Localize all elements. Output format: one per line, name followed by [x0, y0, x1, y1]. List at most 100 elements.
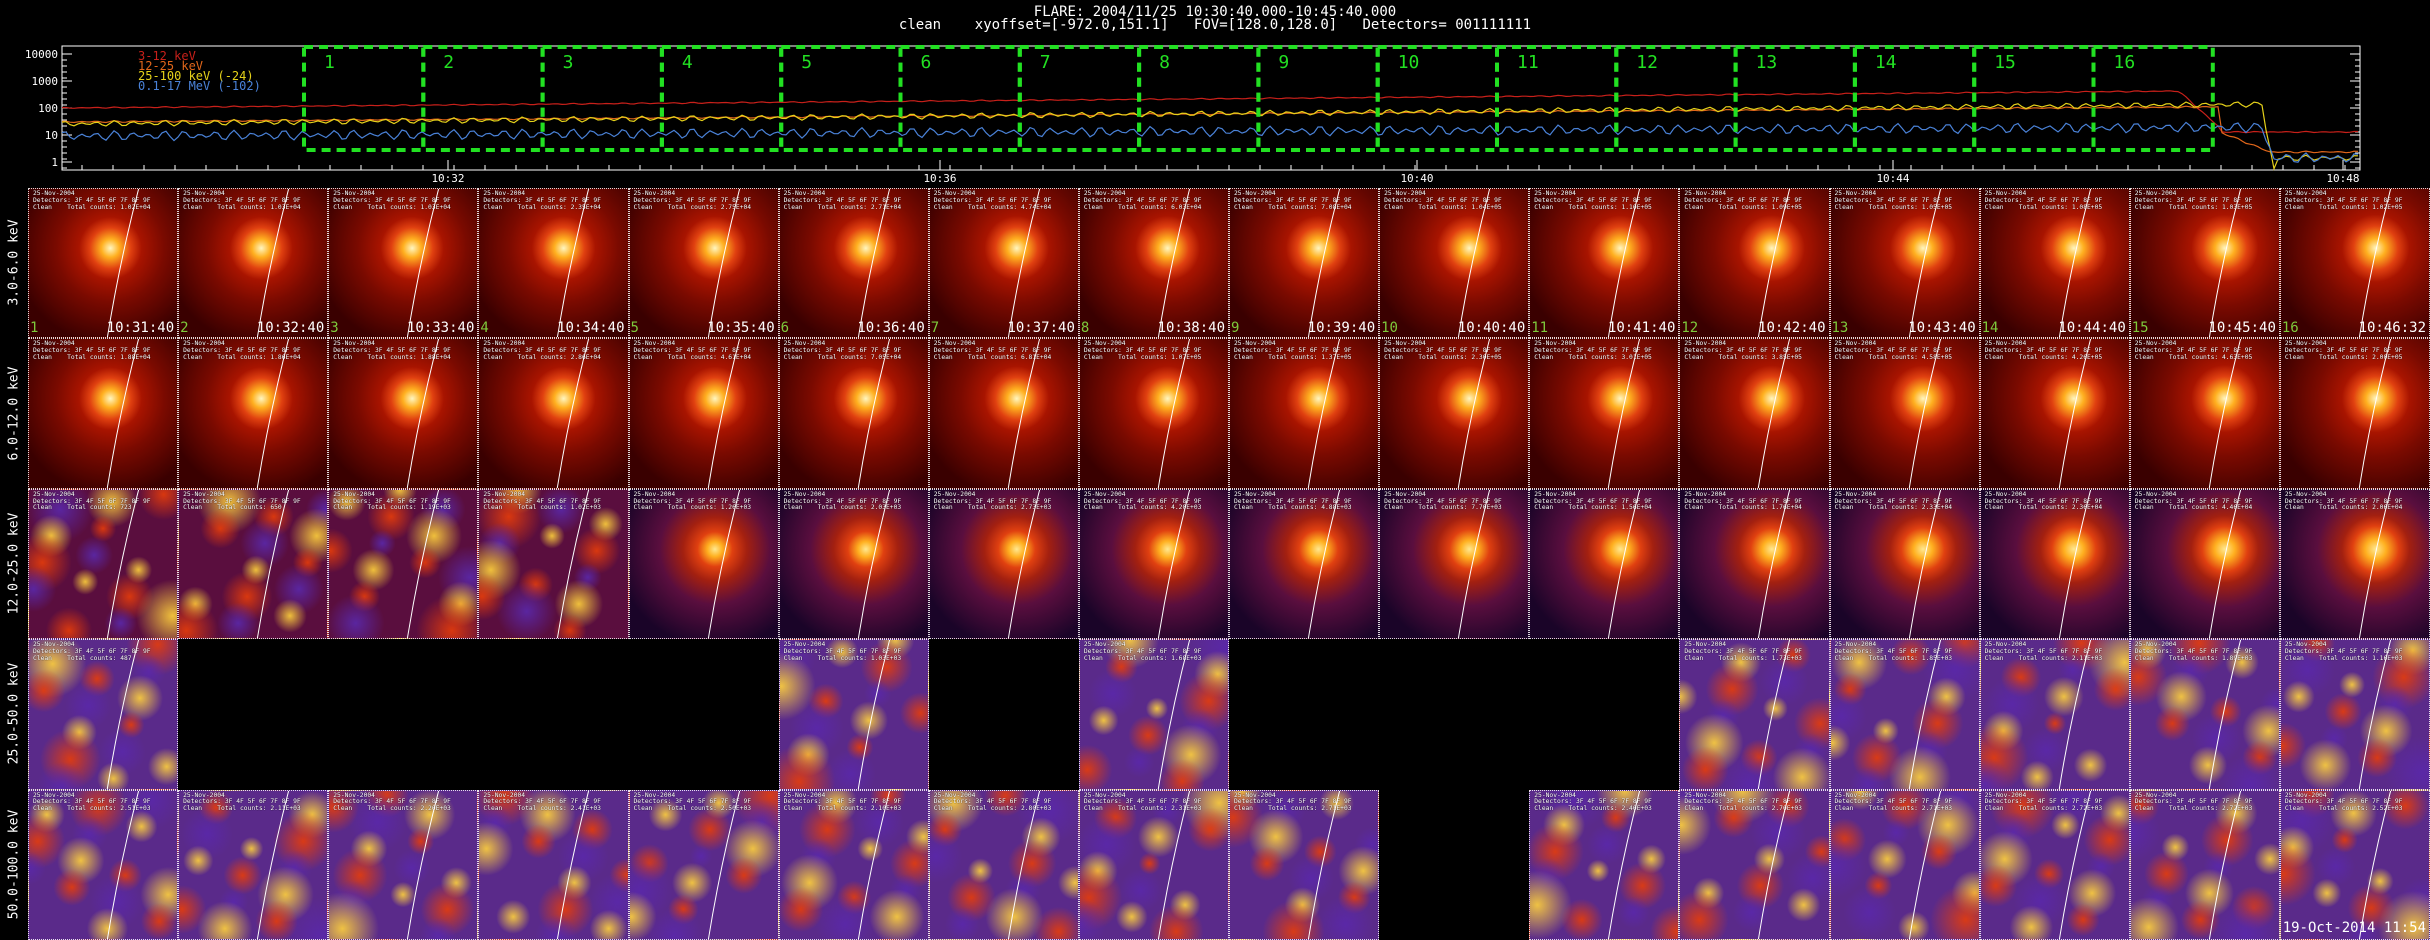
solar-limb: [1758, 640, 1791, 789]
image-title-date: 25-Nov-2004: [933, 791, 976, 799]
hxr-image-cell: 25-Nov-2004 Detectors: 3F 4F 5F 6F 7F 8F …: [328, 488, 479, 640]
solar-limb: [707, 489, 740, 639]
image-title-total: Clean Total counts:: [933, 353, 1018, 361]
image-title-date: 25-Nov-2004: [483, 190, 526, 197]
limb-curve: [2358, 489, 2391, 639]
limb-curve: [707, 189, 740, 338]
limb-curve: [1758, 640, 1791, 789]
solar-limb: [857, 640, 890, 789]
image-title-date: 25-Nov-2004: [333, 190, 375, 197]
image-title: 25-Nov-2004 Detectors: 3F 4F 5F 6F 7F 8F …: [183, 491, 301, 512]
imaging-parameters: clean xyoffset=[-972.0,151.1] FOV=[128.0…: [898, 17, 1532, 33]
image-title: 25-Nov-2004 Detectors: 3F 4F 5F 6F 7F 8F …: [1834, 340, 1953, 361]
interval-label: 6: [921, 52, 932, 73]
image-title: 25-Nov-2004 Detectors: 3F 4F 5F 6F 7F 8F …: [1234, 340, 1352, 361]
hxr-image-cell: 25-Nov-2004 Detectors: 3F 4F 5F 6F 7F 8F …: [2129, 789, 2280, 940]
image-title: 25-Nov-2004 Detectors: 3F 4F 5F 6F 7F 8F …: [783, 491, 902, 512]
hxr-image-cell: 25-Nov-2004 Detectors: 3F 4F 5F 6F 7F 8F …: [1529, 188, 1680, 339]
limb-curve: [1458, 489, 1491, 639]
solar-limb: [1608, 489, 1641, 639]
image-title-total: Clean Total counts:: [2284, 654, 2369, 662]
image-title-total: Clean Total counts:: [483, 805, 567, 813]
solar-limb: [1908, 790, 1941, 939]
solar-limb: [1908, 189, 1941, 338]
hxr-image-cell: 25-Nov-2004 Detectors: 3F 4F 5F 6F 7F 8F …: [28, 338, 179, 489]
image-total-counts: 1.26E+03: [716, 504, 752, 512]
image-title: 25-Nov-2004 Detectors: 3F 4F 5F 6F 7F 8F …: [33, 340, 151, 361]
image-title-total: Clean Total counts:: [1234, 353, 1318, 361]
image-total-counts: 2.71E+03: [1317, 805, 1352, 813]
solar-limb: [1908, 640, 1941, 789]
hxr-image-cell: 25-Nov-2004 Detectors: 3F 4F 5F 6F 7F 8F …: [178, 188, 329, 339]
curve-0.1-17mev: [61, 121, 2359, 163]
image-title-date: 25-Nov-2004: [33, 190, 75, 197]
image-title-date: 25-Nov-2004: [1984, 791, 2027, 799]
hxr-image-cell: 25-Nov-2004 Detectors: 3F 4F 5F 6F 7F 8F …: [478, 188, 629, 339]
hxr-image-cell: 25-Nov-2004 Detectors: 3F 4F 5F 6F 7F 8F …: [928, 338, 1079, 489]
image-title-date: 25-Nov-2004: [1234, 190, 1276, 197]
image-title-date: 25-Nov-2004: [2134, 190, 2177, 197]
hxr-image-cell: 25-Nov-2004 Detectors: 3F 4F 5F 6F 7F 8F …: [2129, 188, 2280, 339]
curve-12-25kev: [61, 105, 2359, 154]
hxr-image-cell: 25-Nov-2004 Detectors: 3F 4F 5F 6F 7F 8F …: [478, 338, 629, 489]
time-interval-box: [421, 45, 545, 152]
image-title-total: Clean Total counts:: [1984, 805, 2069, 813]
solar-limb: [106, 790, 140, 939]
image-title-date: 25-Nov-2004: [183, 791, 225, 799]
image-title-total: Clean Total counts:: [783, 504, 868, 512]
image-title-date: 25-Nov-2004: [483, 791, 526, 799]
time-interval-box: [1972, 45, 2096, 152]
image-total-counts: 3.85E+05: [1767, 353, 1802, 361]
x-tick-label: 10:32: [431, 172, 464, 185]
interval-label: 1: [324, 52, 335, 73]
limb-curve: [2358, 339, 2391, 488]
image-title-total: Clean Total counts:: [1834, 353, 1918, 361]
image-title-total: Clean Total counts:: [1534, 504, 1618, 512]
hxr-image-cell: [328, 639, 478, 789]
solar-limb: [2058, 640, 2091, 789]
solar-limb: [2358, 189, 2391, 338]
image-total-counts: 2.06E+04: [2368, 504, 2403, 512]
image-title-date: 25-Nov-2004: [333, 490, 375, 498]
limb-curve: [2358, 189, 2391, 338]
time-interval-box: [302, 45, 426, 152]
image-title-total: Clean Total counts:: [1684, 654, 1768, 662]
image-total-counts: 1.89E+03: [2218, 654, 2253, 662]
solar-limb: [1758, 790, 1791, 939]
legend-entry: 12-25 keV: [138, 59, 203, 73]
image-total-counts: 1.04E+05: [1467, 203, 1502, 211]
image-title-date: 25-Nov-2004: [483, 340, 526, 348]
image-total-counts: 4.26E+05: [2068, 353, 2103, 361]
image-total-counts: 1.86E+04: [266, 353, 301, 361]
image-title-total: Clean Total counts:: [933, 805, 1018, 813]
image-title-date: 25-Nov-2004: [1534, 340, 1576, 348]
solar-limb: [2208, 790, 2241, 939]
x-tick-label: 10:40: [1400, 172, 1433, 185]
solar-limb: [1007, 489, 1040, 639]
hxr-image-cell: 25-Nov-2004 Detectors: 3F 4F 5F 6F 7F 8F …: [1078, 639, 1229, 790]
image-total-counts: 1.03E+04: [416, 203, 451, 211]
image-title-date: 25-Nov-2004: [1684, 490, 1727, 498]
hxr-image-cell: 25-Nov-2004 Detectors: 3F 4F 5F 6F 7F 8F …: [928, 488, 1079, 640]
image-title-date: 25-Nov-2004: [483, 490, 526, 498]
solar-limb: [1458, 189, 1491, 338]
image-title: 25-Nov-2004 Detectors: 3F 4F 5F 6F 7F 8F …: [1684, 340, 1802, 361]
image-title-date: 25-Nov-2004: [933, 340, 976, 348]
image-title: 25-Nov-2004 Detectors: 3F 4F 5F 6F 7F 8F …: [1835, 491, 1953, 512]
solar-limb: [1157, 790, 1190, 939]
interval-label: 12: [1636, 52, 1658, 73]
image-title-total: Clean Total counts:: [1234, 504, 1318, 512]
solar-limb: [857, 339, 890, 488]
interval-label: 11: [1517, 52, 1539, 73]
image-interval-index: 10: [1381, 320, 1398, 337]
image-total-counts: 1.68E+03: [1167, 654, 1202, 662]
image-title: 25-Nov-2004 Detectors: 3F 4F 5F 6F 7F 8F …: [33, 792, 151, 813]
limb-curve: [407, 189, 440, 338]
limb-curve: [707, 339, 740, 488]
hxr-image-cell: 25-Nov-2004 Detectors: 3F 4F 5F 6F 7F 8F …: [2129, 639, 2280, 790]
image-title-date: 25-Nov-2004: [333, 791, 375, 799]
solar-limb: [2208, 489, 2241, 639]
image-title-date: 25-Nov-2004: [33, 340, 75, 348]
hxr-image-cell: 25-Nov-2004 Detectors: 3F 4F 5F 6F 7F 8F …: [478, 789, 629, 940]
image-total-counts: 2.31E+03: [1167, 805, 1202, 813]
